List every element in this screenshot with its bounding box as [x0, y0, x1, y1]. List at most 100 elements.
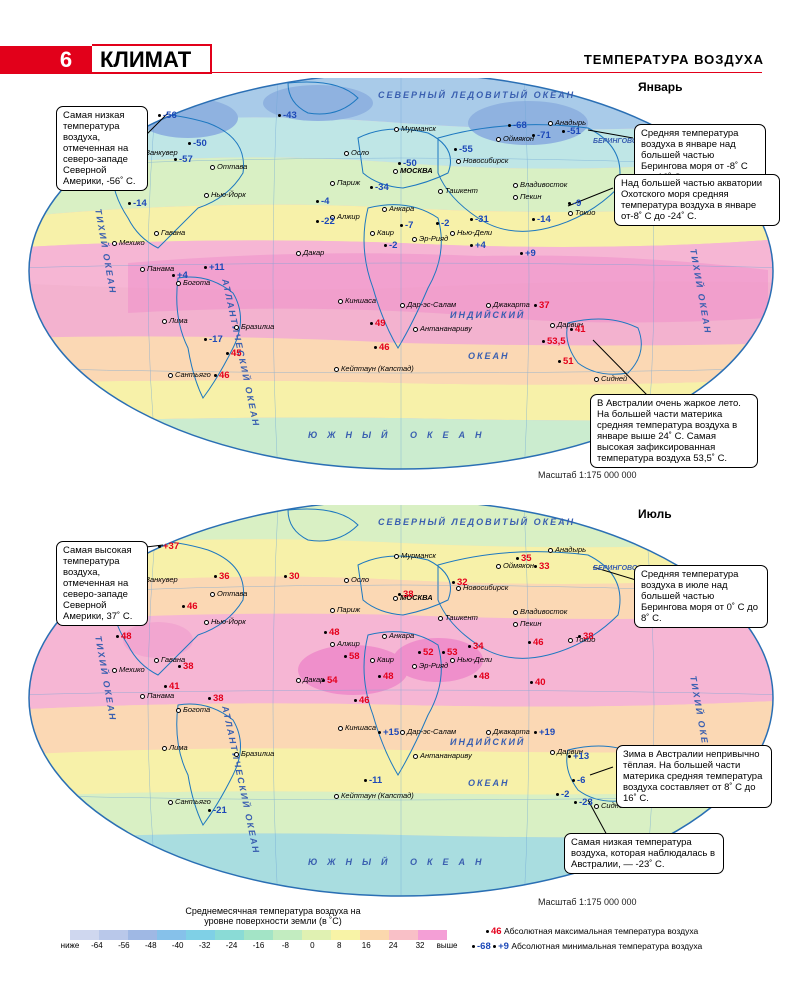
min-temp-label: -34 — [370, 182, 389, 193]
max-temp-label: 38 — [178, 661, 194, 672]
city-label: Мехико — [112, 665, 145, 674]
july-bering-callout: Средняя температура воздуха в июле над б… — [634, 565, 768, 628]
city-label: Киншаса — [338, 296, 376, 305]
min-temp-label: -7 — [400, 220, 413, 231]
legend-tick-label: -64 — [91, 941, 103, 950]
indian-ocean-label-1: ИНДИЙСКИЙ — [450, 737, 526, 747]
indian-ocean-label-2: ОКЕАН — [468, 778, 510, 788]
southern-ocean-label: ЮЖНЫЙ ОКЕАН — [308, 430, 492, 440]
legend-tick-label: -48 — [145, 941, 157, 950]
max-temp-label: 46 — [354, 695, 370, 706]
city-label: Бразилиа — [234, 322, 274, 331]
legend-swatch — [360, 930, 389, 940]
min-temp-label: -4 — [316, 196, 329, 207]
legend-tick-label: 32 — [415, 941, 425, 950]
max-temp-label: +37 — [158, 541, 179, 552]
max-temp-label: 32 — [452, 577, 468, 588]
max-temp-label: 45 — [226, 348, 242, 359]
max-temp-label: 46 — [374, 342, 390, 353]
city-label: Дакар — [296, 248, 324, 257]
city-label: Алжир — [330, 639, 360, 648]
city-label: Анадырь — [548, 118, 586, 127]
city-label: Лима — [162, 316, 188, 325]
city-label: Богота — [176, 705, 210, 714]
min-temp-label: +4 — [470, 240, 486, 251]
city-label: Гавана — [154, 228, 185, 237]
july-australia-callout: Зима в Австралии непривычно тёплая. На б… — [616, 745, 772, 808]
min-temp-label: -56 — [158, 110, 177, 121]
page-number-tab — [0, 46, 95, 74]
max-temp-label: 36 — [214, 571, 230, 582]
city-label: Париж — [330, 605, 360, 614]
city-label: Сантьяго — [168, 797, 211, 806]
city-label: Антананариву — [413, 324, 472, 333]
january-map: Январь СЕВЕРНЫЙ ЛЕДОВИТЫЙ ОКЕАН АТЛАНТИЧ… — [8, 78, 794, 480]
min-temp-label: -2 — [436, 218, 449, 229]
city-label: Владивосток — [513, 180, 567, 189]
city-label: Эр-Рияд — [412, 234, 448, 243]
max-temp-label: 38 — [208, 693, 224, 704]
city-label: Париж — [330, 178, 360, 187]
legend-min-label: Абсолютная минимальная температура возду… — [511, 941, 703, 951]
min-temp-label: -21 — [208, 805, 227, 816]
city-label: Оттава — [210, 589, 247, 598]
city-label: Ванкувер — [138, 148, 178, 157]
city-label: Дар-эс-Салам — [400, 300, 456, 309]
legend-swatch — [186, 930, 215, 940]
bering-sea-label: БЕРИНГОВО МОРЕ — [593, 565, 660, 572]
indian-ocean-label-1: ИНДИЙСКИЙ — [450, 310, 526, 320]
min-temp-label: +4 — [172, 270, 188, 281]
max-temp-label: 53,5 — [542, 336, 566, 347]
min-temp-label: -9 — [568, 198, 581, 209]
indian-ocean-label-2: ОКЕАН — [468, 351, 510, 361]
july-season-label: Июль — [638, 507, 672, 521]
min-temp-label: -71 — [532, 130, 551, 141]
min-temp-label: +19 — [534, 727, 555, 738]
min-temp-label: -57 — [174, 154, 193, 165]
july-scale: Масштаб 1:175 000 000 — [538, 897, 637, 907]
city-label: Ташкент — [438, 186, 478, 195]
city-label: Гавана — [154, 655, 185, 664]
southern-ocean-label: ЮЖНЫЙ ОКЕАН — [308, 857, 492, 867]
january-australia-callout: В Австралии очень жаркое лето. На больше… — [590, 394, 758, 468]
min-temp-label: -11 — [364, 775, 382, 786]
city-label: Богота — [176, 278, 210, 287]
city-label: Киншаса — [338, 723, 376, 732]
city-label: Ташкент — [438, 613, 478, 622]
max-temp-label: 48 — [378, 671, 394, 682]
city-label: Анадырь — [548, 545, 586, 554]
legend-tick-label: -32 — [198, 941, 211, 950]
city-label: Панама — [140, 691, 174, 700]
min-temp-label: -17 — [204, 334, 223, 345]
july-low-callout: Самая низкая температура воздуха, котора… — [564, 833, 724, 874]
city-label: Дакар — [296, 675, 324, 684]
max-temp-label: 51 — [558, 356, 574, 367]
max-temp-label: 46 — [182, 601, 198, 612]
legend-tick-label: -56 — [118, 941, 130, 950]
min-temp-label: -31 — [470, 214, 489, 225]
city-label: Оттава — [210, 162, 247, 171]
legend-tick-label: 16 — [361, 941, 371, 950]
january-scale: Масштаб 1:175 000 000 — [538, 470, 637, 480]
legend-tick-label: -24 — [225, 941, 238, 950]
arctic-ocean-label: СЕВЕРНЫЙ ЛЕДОВИТЫЙ ОКЕАН — [378, 90, 576, 100]
max-temp-label: 34 — [468, 641, 484, 652]
city-label: Нью-Дели — [450, 655, 492, 664]
legend-tick-label: 0 — [310, 941, 315, 950]
legend-min-sample: -68 — [472, 941, 491, 952]
legend-tick-label: 24 — [388, 941, 398, 950]
legend-swatch — [302, 930, 331, 940]
min-temp-label: -43 — [278, 110, 297, 121]
max-temp-label: 41 — [164, 681, 180, 692]
january-low-callout: Самая низкая температура воздуха, отмече… — [56, 106, 148, 191]
january-okhotsk-callout: Над большей частью акватории Охотского м… — [614, 174, 780, 226]
city-label: Осло — [344, 575, 369, 584]
page-number: 6 — [59, 47, 73, 72]
city-label: Сидней — [594, 801, 627, 810]
city-label: Сантьяго — [168, 370, 211, 379]
legend-swatch — [331, 930, 360, 940]
max-temp-label: 58 — [344, 651, 360, 662]
city-label: Эр-Рияд — [412, 661, 448, 670]
city-label: Джакарта — [486, 300, 530, 309]
legend-swatch — [215, 930, 244, 940]
